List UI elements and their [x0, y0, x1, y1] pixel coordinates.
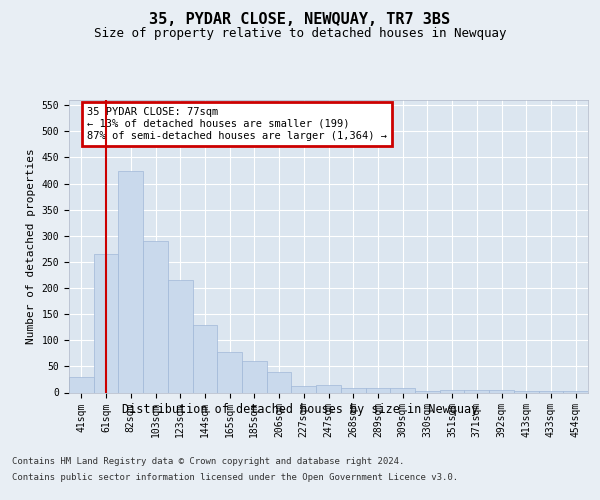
Text: 35 PYDAR CLOSE: 77sqm
← 13% of detached houses are smaller (199)
87% of semi-det: 35 PYDAR CLOSE: 77sqm ← 13% of detached …: [87, 108, 387, 140]
Text: 35, PYDAR CLOSE, NEWQUAY, TR7 3BS: 35, PYDAR CLOSE, NEWQUAY, TR7 3BS: [149, 12, 451, 28]
Bar: [69, 377, 94, 392]
Bar: [489, 390, 514, 392]
Text: Size of property relative to detached houses in Newquay: Size of property relative to detached ho…: [94, 28, 506, 40]
Text: Contains public sector information licensed under the Open Government Licence v3: Contains public sector information licen…: [12, 472, 458, 482]
Bar: [267, 372, 292, 392]
Bar: [143, 241, 168, 392]
Bar: [365, 388, 390, 392]
Bar: [292, 386, 316, 392]
Bar: [94, 254, 118, 392]
Text: Distribution of detached houses by size in Newquay: Distribution of detached houses by size …: [122, 402, 478, 415]
Bar: [341, 388, 365, 392]
Bar: [242, 361, 267, 392]
Bar: [440, 390, 464, 392]
Bar: [118, 170, 143, 392]
Bar: [464, 390, 489, 392]
Bar: [193, 324, 217, 392]
Text: Contains HM Land Registry data © Crown copyright and database right 2024.: Contains HM Land Registry data © Crown c…: [12, 458, 404, 466]
Bar: [168, 280, 193, 392]
Y-axis label: Number of detached properties: Number of detached properties: [26, 148, 36, 344]
Bar: [217, 352, 242, 393]
Bar: [316, 384, 341, 392]
Bar: [390, 388, 415, 392]
Bar: [563, 391, 588, 392]
Bar: [514, 391, 539, 392]
Bar: [539, 391, 563, 392]
